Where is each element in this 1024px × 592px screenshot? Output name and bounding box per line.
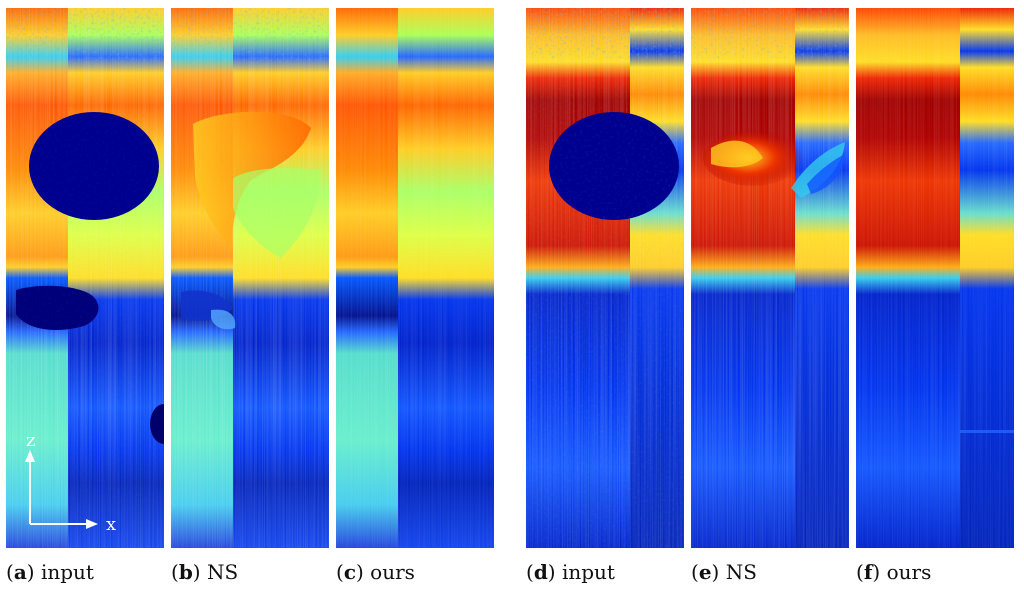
caption-b: (b) NS <box>171 560 239 584</box>
caption-e: (e) NS <box>691 560 757 584</box>
panel-e-ns-image <box>691 8 849 548</box>
panel-d-input-image <box>526 8 684 548</box>
panel-f-ours-image <box>856 8 1014 548</box>
caption-a: (a) input <box>6 560 94 584</box>
panel-b-ns-image <box>171 8 329 548</box>
caption-c: (c) ours <box>336 560 415 584</box>
caption-d: (d) input <box>526 560 615 584</box>
panel-c-ours-image <box>336 8 494 548</box>
x-axis-label: x <box>106 514 116 534</box>
z-axis-label: z <box>26 430 35 451</box>
panel-a-input-image <box>6 8 164 548</box>
axes-indicator: z x <box>25 430 116 534</box>
caption-f: (f) ours <box>856 560 932 584</box>
